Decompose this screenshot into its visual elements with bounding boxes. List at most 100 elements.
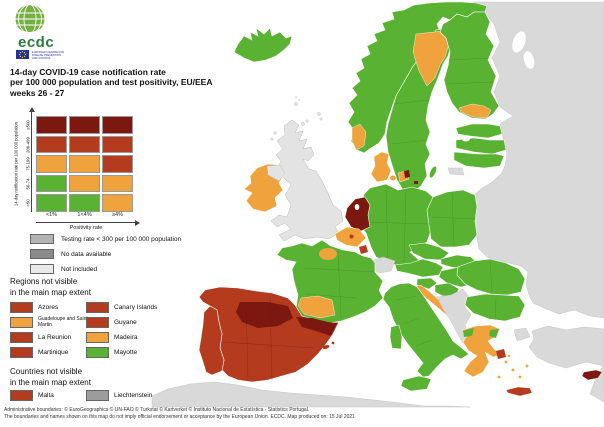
martinique-label: Martinique [38, 349, 69, 356]
regions-heading-line2: in the main map extent [10, 287, 91, 297]
region-item-madeira: Madeira [86, 332, 137, 343]
legend-row-no-data: No data available [30, 249, 111, 259]
map-region-luxembourg [359, 245, 368, 254]
map-region-attica [496, 349, 506, 359]
matrix-cell-4-0 [36, 194, 67, 212]
matrix-cell-1-1 [69, 135, 100, 153]
map-region-denmark-jutland [370, 151, 392, 183]
matrix-x-tick-1: 1<4% [77, 212, 92, 218]
map-region-sardinia [389, 324, 403, 350]
madeira-label: Madeira [114, 334, 138, 341]
map-region-turkey [528, 325, 604, 369]
map-region-bulgaria [464, 293, 526, 322]
map-region-netherlands [344, 196, 371, 232]
matrix-x-tick-0: <1% [45, 212, 58, 218]
matrix-y-tick-1: 200-499 [26, 136, 32, 153]
map-region-kaliningrad [447, 167, 465, 176]
title-line-1: 14-day COVID-19 case notification rate [10, 67, 166, 77]
matrix-y-axis-arrow [28, 107, 35, 112]
title-line-2: per 100 000 population and test positivi… [10, 77, 213, 88]
matrix-x-axis-label: Positivity rate [69, 225, 103, 231]
matrix-y-axis [31, 112, 32, 212]
matrix-cell-2-1 [69, 155, 100, 173]
no-data-label: No data available [61, 250, 112, 258]
globe-swoosh [14, 26, 46, 35]
map-region-bornholm [414, 181, 418, 184]
matrix-y-tick-3: 50-74 [26, 177, 32, 190]
map-region-greece [461, 324, 502, 378]
map-region-poland [426, 189, 478, 248]
legend-row-testing-rate: Testing rate < 300 per 100 000 populatio… [30, 234, 181, 244]
map-region-portugal [198, 305, 225, 376]
matrix-cell-0-0 [36, 116, 67, 134]
map-region-faroe [294, 95, 301, 102]
map-region-finland-south [458, 103, 492, 119]
canary-islands-label: Canary Islands [114, 304, 158, 311]
map-region-lithuania [453, 151, 505, 169]
matrix-y-tick-2: 75-199 [26, 157, 32, 171]
matrix-x-tick-2: ≥4% [112, 212, 123, 218]
attribution-line1: Administrative boundaries: © EuroGeograp… [4, 407, 310, 413]
map-region-finland [439, 11, 500, 120]
matrix-cell-1-2 [102, 135, 133, 153]
matrix-cell-1-0 [36, 135, 67, 153]
map-region-spain-north [236, 302, 293, 328]
map-title: 14-day COVID-19 case notification rate p… [10, 67, 212, 98]
matrix-y-axis-label: 14-day notification rate per 100 000 pop… [14, 121, 20, 207]
map-region-north-africa [151, 381, 471, 408]
legend-row-not-included: Not included [30, 264, 97, 274]
map-region-united-kingdom [270, 119, 344, 242]
eu-flag-stars [19, 51, 26, 58]
matrix-x-axis-arrow [135, 219, 140, 226]
attribution-line2: The boundaries and names shown on this m… [4, 414, 355, 420]
guyane-label: Guyane [114, 319, 137, 326]
map-region-balearics [308, 341, 335, 355]
map-region-greece-east [489, 329, 499, 338]
guadeloupe-label: Guadeloupe and Saint Martin [38, 316, 88, 328]
regions-heading: Regions not visible in the main map exte… [10, 277, 91, 298]
la-reunion-swatch [10, 332, 33, 343]
matrix-cell-2-0 [36, 155, 67, 173]
map-region-france-paris [319, 248, 337, 260]
matrix-cell-0-2 [102, 116, 133, 134]
countries-heading-line1: Countries not visible [10, 367, 83, 376]
map-region-northern-ireland [266, 164, 286, 182]
malta-label: Malta [38, 392, 54, 399]
azores-label: Azores [38, 304, 59, 311]
map-region-brussels [349, 234, 354, 239]
map-region-latvia [455, 137, 507, 155]
internal-region-borders-red [221, 295, 315, 381]
map-region-norway-southwest [351, 123, 367, 151]
map-region-gotland [429, 166, 437, 178]
not-included-swatch [30, 264, 54, 274]
matrix-legend-grid [36, 116, 133, 212]
regions-heading-line1: Regions not visible [10, 277, 78, 286]
map-region-turkey-thrace [513, 327, 531, 342]
la-reunion-label: La Reunion [38, 334, 72, 341]
map-region-cyprus [581, 369, 603, 381]
map-region-west-balkans [436, 288, 472, 344]
guyane-swatch [86, 317, 109, 328]
matrix-x-axis [36, 222, 136, 223]
country-item-liechtenstein: Liechtenstein [86, 390, 152, 401]
map-region-greece-west [463, 328, 474, 337]
map-region-france-southwest [297, 295, 336, 319]
ecdc-logo: ecdc EUROPEAN CENTRE FOR DISEASE PREVENT… [14, 4, 64, 60]
internal-region-borders-green [303, 57, 497, 347]
map-region-uk-islands [270, 102, 323, 141]
matrix-y-tick-4: <50 [26, 199, 32, 207]
logo-subtext-line1: EUROPEAN CENTRE FOR [32, 50, 64, 54]
region-item-azores: Azores [10, 302, 58, 313]
matrix-cell-3-1 [69, 174, 100, 192]
map-region-romania [456, 258, 526, 296]
logo-subtext-line3: AND CONTROL [32, 56, 51, 60]
title-line-3: weeks 26 - 27 [10, 87, 65, 98]
map-region-estonia [455, 123, 503, 139]
not-included-label: Not included [61, 265, 98, 273]
white-sea [512, 31, 526, 53]
map-region-catalonia [296, 317, 337, 336]
testing-rate-swatch [30, 234, 54, 244]
countries-heading-line2: in the main map extent [10, 377, 91, 387]
ijsselmeer [354, 204, 360, 210]
